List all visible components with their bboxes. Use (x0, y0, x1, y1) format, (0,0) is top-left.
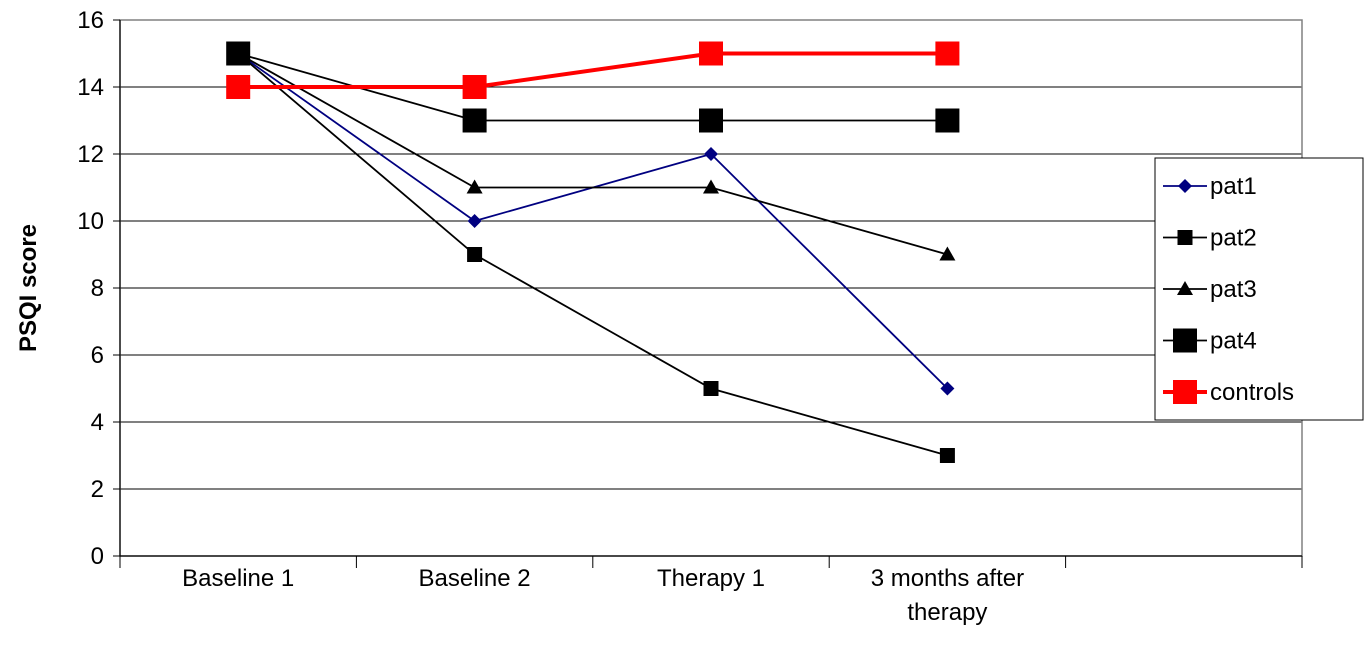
data-point-triangle (703, 179, 719, 194)
y-axis-title: PSQI score (15, 224, 42, 352)
legend-label: pat3 (1210, 276, 1257, 303)
data-point-square-large (699, 41, 723, 66)
legend-label: pat2 (1210, 225, 1257, 252)
axes: 0 2 4 6 8 10 12 14 16 Baseline 1 Baseline 2 Therapy… (77, 7, 1303, 626)
series-markers-controls (226, 41, 960, 99)
legend-item-pat1: pat1 (1163, 173, 1257, 200)
legend-label: controls (1210, 379, 1294, 406)
data-point-square-large (935, 41, 960, 66)
series-line (238, 51, 948, 89)
data-point-square (467, 247, 483, 262)
series-pat3 (237, 52, 948, 256)
legend-item-controls: controls (1163, 379, 1294, 406)
y-tick-label: 12 (77, 141, 104, 168)
data-point-square-large (699, 108, 723, 133)
data-point-triangle (466, 179, 483, 194)
x-tick-label: Baseline 2 (419, 565, 531, 592)
data-point-diamond (704, 147, 718, 161)
series-controls (238, 51, 948, 89)
series-markers-pat3 (230, 45, 956, 261)
data-point-diamond (940, 381, 955, 396)
data-point-square-large (935, 108, 960, 133)
x-tick-label: Baseline 1 (182, 565, 294, 592)
legend-item-pat4: pat4 (1163, 328, 1257, 355)
series-line (237, 52, 948, 457)
legend-item-pat3: pat3 (1163, 276, 1257, 303)
legend: pat1 pat2 pat3 pat4 controls (1154, 157, 1364, 421)
data-point-square (939, 448, 955, 463)
data-point-square-large (226, 41, 251, 66)
y-tick-label: 6 (91, 342, 104, 369)
data-point-square-large (1173, 328, 1197, 353)
data-point-triangle (939, 246, 956, 261)
y-tick-label: 16 (77, 7, 104, 34)
series-pat2 (237, 52, 948, 457)
data-point-triangle (1177, 281, 1193, 295)
y-tick-label: 0 (91, 543, 104, 570)
y-tick-label: 8 (91, 275, 104, 302)
series-markers-pat2 (230, 46, 955, 463)
x-tick-label: Therapy 1 (657, 565, 765, 592)
series-lines (226, 41, 960, 463)
series-markers-pat4 (226, 41, 960, 133)
data-point-square-large (462, 75, 487, 99)
data-point-diamond (467, 214, 482, 228)
y-tick-label: 10 (77, 208, 104, 235)
y-tick-label: 14 (77, 74, 104, 101)
legend-item-pat2: pat2 (1163, 225, 1257, 252)
x-tick-label: therapy (907, 599, 987, 626)
legend-label: pat4 (1210, 328, 1257, 355)
series-line (237, 52, 948, 256)
data-point-square (1177, 230, 1193, 245)
data-point-square (703, 381, 719, 396)
data-point-square-large (226, 75, 251, 99)
data-point-diamond (1178, 179, 1192, 193)
y-tick-label: 2 (91, 476, 104, 503)
x-tick-label: 3 months after (871, 565, 1024, 592)
data-point-square-large (462, 108, 487, 133)
y-tick-label: 4 (91, 409, 104, 436)
data-point-square-large (1173, 380, 1197, 404)
legend-label: pat1 (1210, 173, 1257, 200)
